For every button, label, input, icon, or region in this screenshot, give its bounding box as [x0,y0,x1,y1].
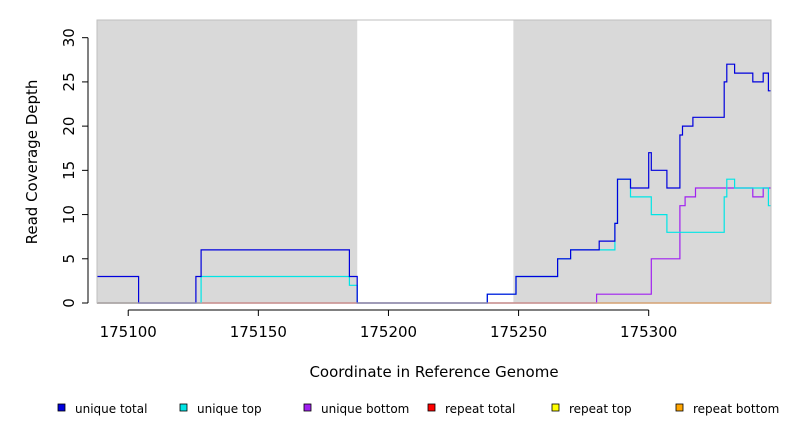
series-line-unique-total [97,63,771,304]
legend-label-repeat-bottom: repeat bottom [693,402,779,416]
legend-swatch-repeat-bottom [675,403,684,412]
legend-label-repeat-total: repeat total [445,402,515,416]
legend-swatch-unique-bottom [303,403,312,412]
shaded-region-2 [513,20,771,303]
x-tick-label: 175100 [100,323,157,341]
x-tick-label: 175150 [230,323,287,341]
legend: unique total unique top unique bottom repea… [57,402,779,416]
y-tick-label: 10 [60,205,78,224]
x-tick-label: 175200 [360,323,417,341]
legend-label-unique-bottom: unique bottom [321,402,409,416]
legend-swatch-repeat-top [551,403,560,412]
legend-swatch-repeat-total [427,403,436,412]
y-tick-label: 5 [60,254,78,264]
y-tick-label: 25 [60,72,78,91]
y-tick-label: 30 [60,28,78,47]
y-axis-label: Read Coverage Depth [23,80,41,245]
x-axis: 175100 175150 175200 175250 175300 [100,309,677,341]
legend-swatch-unique-total [57,403,66,412]
y-tick-label: 20 [60,117,78,136]
x-tick-label: 175300 [620,323,677,341]
shaded-region-1 [97,20,358,303]
plot-frame [96,19,772,304]
y-tick-label: 15 [60,161,78,180]
legend-label-unique-total: unique total [75,402,147,416]
series-line-unique-bottom [97,187,771,304]
x-tick-label: 175250 [490,323,547,341]
y-tick-label: 0 [60,298,78,308]
legend-swatch-unique-top [179,403,188,412]
legend-label-repeat-top: repeat top [569,402,632,416]
x-axis-label: Coordinate in Reference Genome [309,363,558,381]
legend-label-unique-top: unique top [197,402,262,416]
shaded-regions [97,20,771,303]
y-axis: 0 5 10 15 20 25 30 [60,28,89,308]
